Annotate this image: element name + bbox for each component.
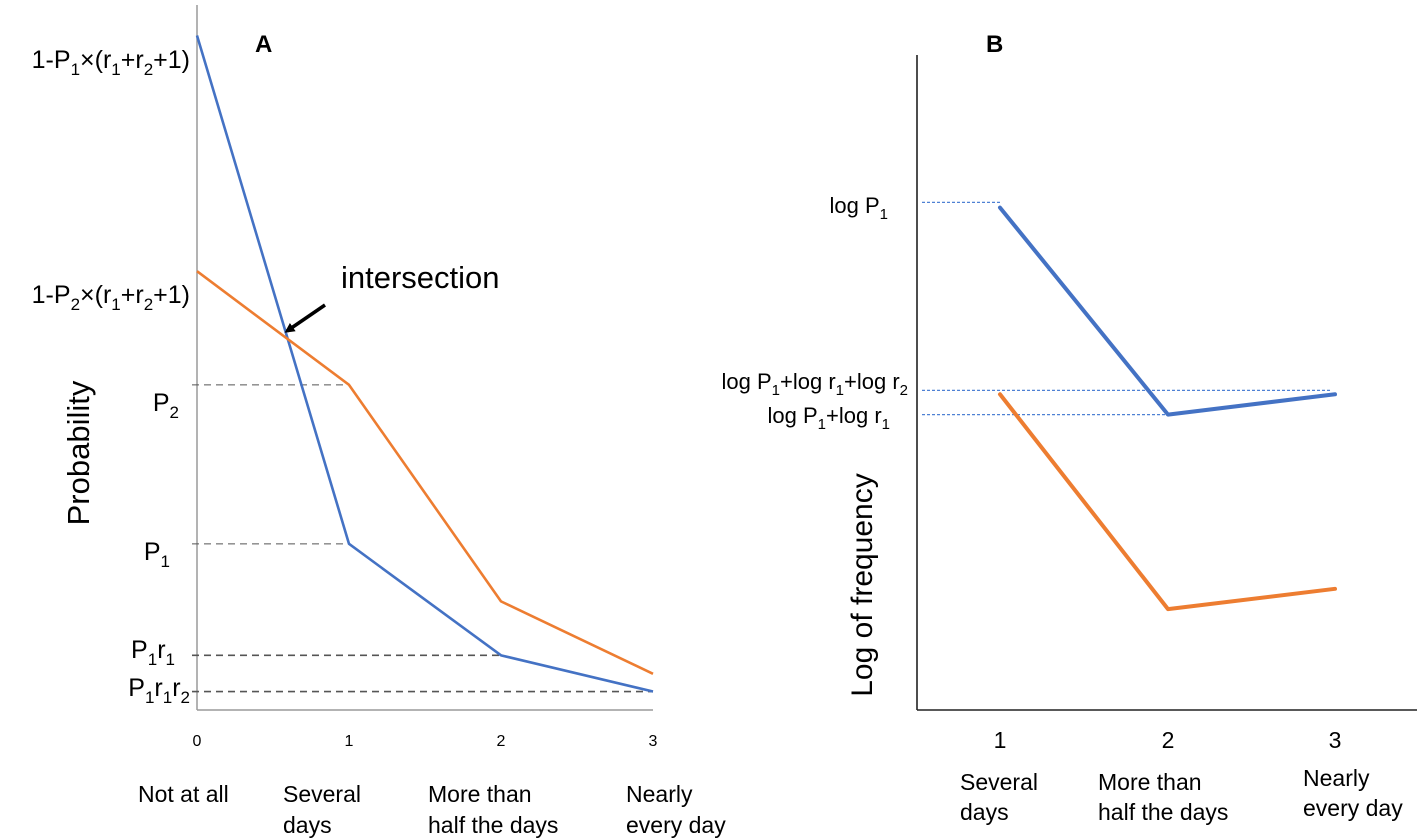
panel-a-annotation-text: intersection <box>341 260 500 295</box>
panel-a-category-label: More than <box>428 781 532 807</box>
panel-b-y-label: log P1 <box>830 193 889 223</box>
panel-b-y-label: log P1+log r1 <box>768 403 891 433</box>
panel-a-x-tick: 1 <box>345 733 354 750</box>
panel-a-category-label: Several <box>283 781 361 807</box>
panel-a-category-label: Nearly <box>626 781 693 807</box>
panel-b-y-title: Log of frequency <box>846 473 879 697</box>
panel-a-category-label: days <box>283 812 332 838</box>
panel-a-y-label: P1r1r2 <box>128 674 190 707</box>
panel-a-y-label: P2 <box>153 389 179 422</box>
panel-b: B 1 2 3 Several days More than half the days Nea… <box>722 31 1417 825</box>
panel-b-category-label: Nearly <box>1303 765 1370 791</box>
panel-a-series-line <box>196 270 654 675</box>
panel-a-y-label: 1-P2×(r1+r2+1) <box>32 281 190 314</box>
panel-a-category-label: every day <box>626 812 726 838</box>
panel-a-y-label: 1-P1×(r1+r2+1) <box>32 46 190 79</box>
panel-b-letter: B <box>986 31 1003 58</box>
panel-b-category-label: days <box>960 799 1009 825</box>
panel-a-category-label: Not at all <box>138 781 229 807</box>
panel-a-x-tick: 3 <box>649 733 658 750</box>
panel-a: A 0 1 2 3 Not at all Several days More than half … <box>32 5 726 838</box>
panel-b-category-label: Several <box>960 769 1038 795</box>
panel-b-category-label: More than <box>1098 769 1202 795</box>
panel-a-y-title: Probability <box>61 380 96 525</box>
panel-a-category-label: half the days <box>428 812 558 838</box>
panel-b-series-line <box>998 205 1337 417</box>
panel-a-y-label: P1r1 <box>131 636 175 669</box>
panel-b-x-tick: 1 <box>994 727 1007 753</box>
panel-a-x-tick: 0 <box>193 733 202 750</box>
panel-b-x-tick: 3 <box>1329 727 1342 753</box>
panel-b-series-line <box>998 392 1337 612</box>
panel-b-x-tick: 2 <box>1162 727 1175 753</box>
panel-b-y-label: log P1+log r1+log r2 <box>722 369 909 399</box>
panel-a-annotation-arrow <box>284 303 326 333</box>
panel-b-category-label: every day <box>1303 795 1403 821</box>
panel-a-y-label: P1 <box>144 538 170 571</box>
panel-a-letter: A <box>255 31 272 58</box>
panel-a-x-tick: 2 <box>497 733 506 750</box>
panel-a-series-line <box>195 35 654 693</box>
panel-b-category-label: half the days <box>1098 799 1228 825</box>
